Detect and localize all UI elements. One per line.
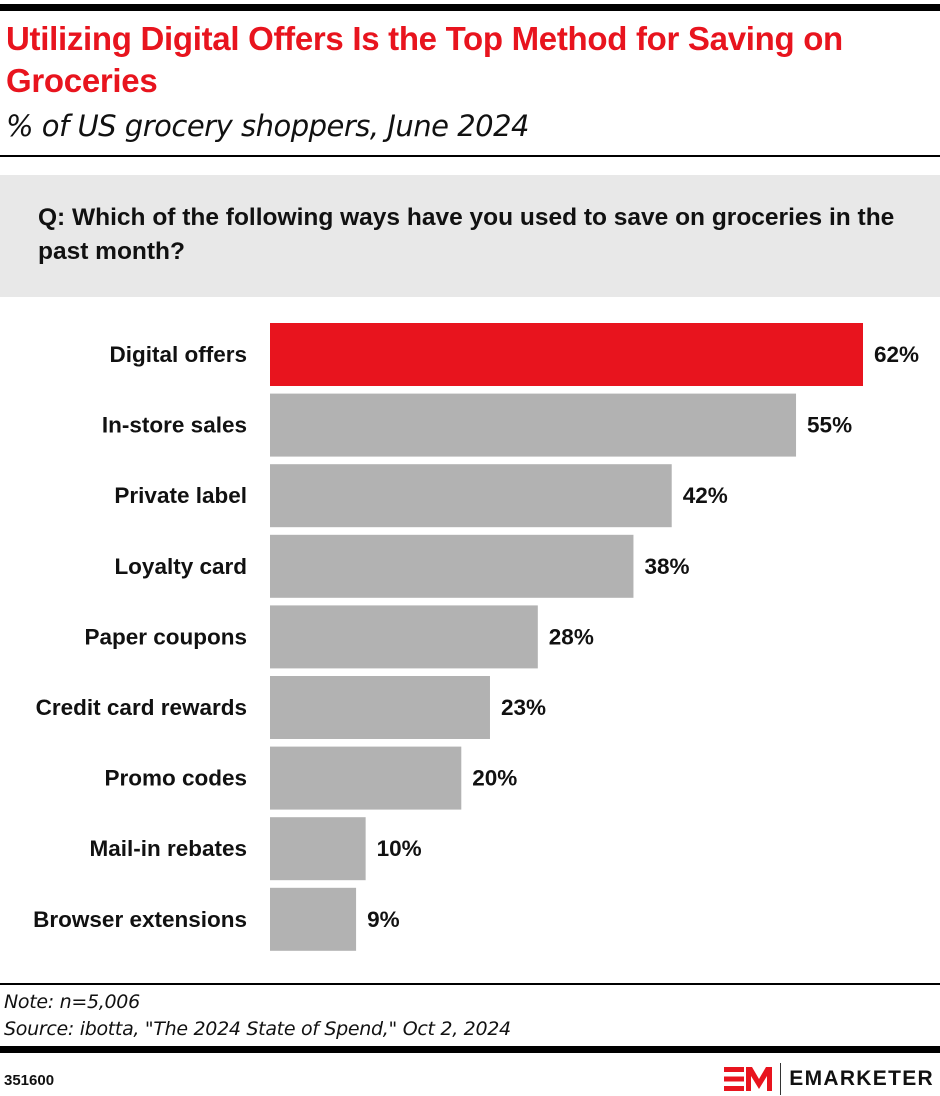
question-text: Q: Which of the following ways have you … (38, 204, 895, 265)
bar (270, 393, 797, 457)
bar (270, 746, 462, 810)
bar (270, 534, 634, 598)
value-label: 20% (472, 766, 517, 791)
bar-row: Promo codes 20% (104, 746, 517, 810)
bar-row: Digital offers 62% (109, 323, 919, 386)
value-label: 42% (683, 483, 728, 508)
bar-row: Credit card rewards 23% (36, 676, 546, 739)
category-label: Mail-in rebates (89, 836, 247, 861)
emarketer-logo: EMARKETER (723, 1063, 934, 1095)
bar-row: In-store sales 55% (102, 393, 852, 457)
value-label: 62% (874, 342, 919, 367)
bottom-rule (0, 1046, 940, 1053)
header-divider (0, 155, 940, 157)
chart-id: 351600 (4, 1072, 55, 1089)
footer-divider (0, 983, 940, 985)
bar (270, 887, 357, 951)
bar (270, 464, 672, 528)
value-label: 55% (807, 413, 852, 438)
chart-note: Note: n=5,006 (4, 991, 140, 1013)
category-label: Loyalty card (114, 554, 247, 579)
chart-title: Utilizing Digital Offers Is the Top Meth… (6, 20, 843, 99)
logo-divider (779, 1063, 782, 1095)
category-label: Promo codes (104, 766, 247, 791)
bar-row: Paper coupons 28% (84, 605, 594, 669)
bar-row: Browser extensions 9% (33, 887, 400, 951)
em-logo-icon (723, 1067, 772, 1091)
bar (270, 605, 538, 669)
question-box: Q: Which of the following ways have you … (0, 175, 940, 297)
category-label: In-store sales (102, 413, 247, 438)
brand-name: EMARKETER (789, 1067, 934, 1090)
category-label: Credit card rewards (36, 695, 247, 720)
value-label: 23% (501, 695, 546, 720)
value-label: 38% (644, 554, 689, 579)
chart-source: Source: ibotta, "The 2024 State of Spend… (4, 1018, 511, 1040)
bar (270, 676, 490, 739)
bar-row: Loyalty card 38% (114, 534, 689, 598)
bar-chart: Digital offers 62% In-store sales 55% Privat… (33, 323, 919, 951)
category-label: Digital offers (109, 342, 247, 367)
top-rule (0, 4, 940, 11)
category-label: Paper coupons (84, 624, 247, 649)
bar (270, 817, 366, 881)
value-label: 9% (367, 907, 400, 932)
value-label: 10% (377, 836, 422, 861)
value-label: 28% (549, 624, 594, 649)
chart-subtitle: % of US grocery shoppers, June 2024 (6, 109, 530, 143)
bar-row: Private label 42% (114, 464, 728, 528)
category-label: Browser extensions (33, 907, 247, 932)
category-label: Private label (114, 483, 247, 508)
bar-highlighted (270, 323, 863, 386)
bar-row: Mail-in rebates 10% (89, 817, 422, 881)
